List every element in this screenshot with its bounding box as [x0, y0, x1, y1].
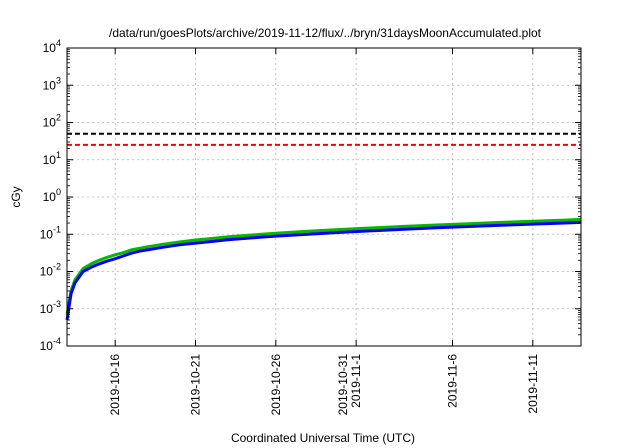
x-axis-ticks: 2019-10-16 2019-10-21 2019-10-26 2019-10-31… — [108, 48, 540, 415]
x-tick-label: 2019-11-6 — [446, 354, 460, 408]
x-tick-label: 2019-11-11 — [526, 354, 540, 414]
y-axis-ticks: 10-4 10-3 10-2 10-1 100 101 102 103 104 — [40, 38, 581, 353]
x-tick-label: 2019-10-16 — [108, 354, 122, 416]
chart-title: /data/run/goesPlots/archive/2019-11-12/f… — [109, 26, 542, 40]
y-tick-label: 10-1 — [40, 224, 61, 241]
x-tick-label: 2019-11-1 — [349, 354, 363, 408]
series-lines — [65, 217, 582, 321]
y-tick-label: 10-2 — [40, 262, 61, 279]
y-tick-label: 101 — [43, 150, 61, 167]
grid — [67, 48, 581, 346]
y-tick-label: 100 — [43, 187, 61, 204]
y-tick-label: 104 — [43, 38, 61, 55]
x-tick-label: 2019-10-31 — [336, 354, 350, 416]
series-line — [65, 217, 582, 315]
reference-lines — [67, 132, 581, 146]
y-tick-label: 102 — [43, 113, 61, 130]
x-tick-label: 2019-10-26 — [269, 354, 283, 416]
y-tick-label: 103 — [43, 75, 61, 92]
y-tick-label: 10-3 — [40, 299, 61, 316]
series-line — [65, 220, 582, 321]
y-tick-label: 10-4 — [40, 336, 61, 353]
x-tick-label: 2019-10-21 — [189, 354, 203, 416]
y-axis-label: cGy — [9, 186, 23, 207]
x-axis-label: Coordinated Universal Time (UTC) — [231, 431, 415, 445]
